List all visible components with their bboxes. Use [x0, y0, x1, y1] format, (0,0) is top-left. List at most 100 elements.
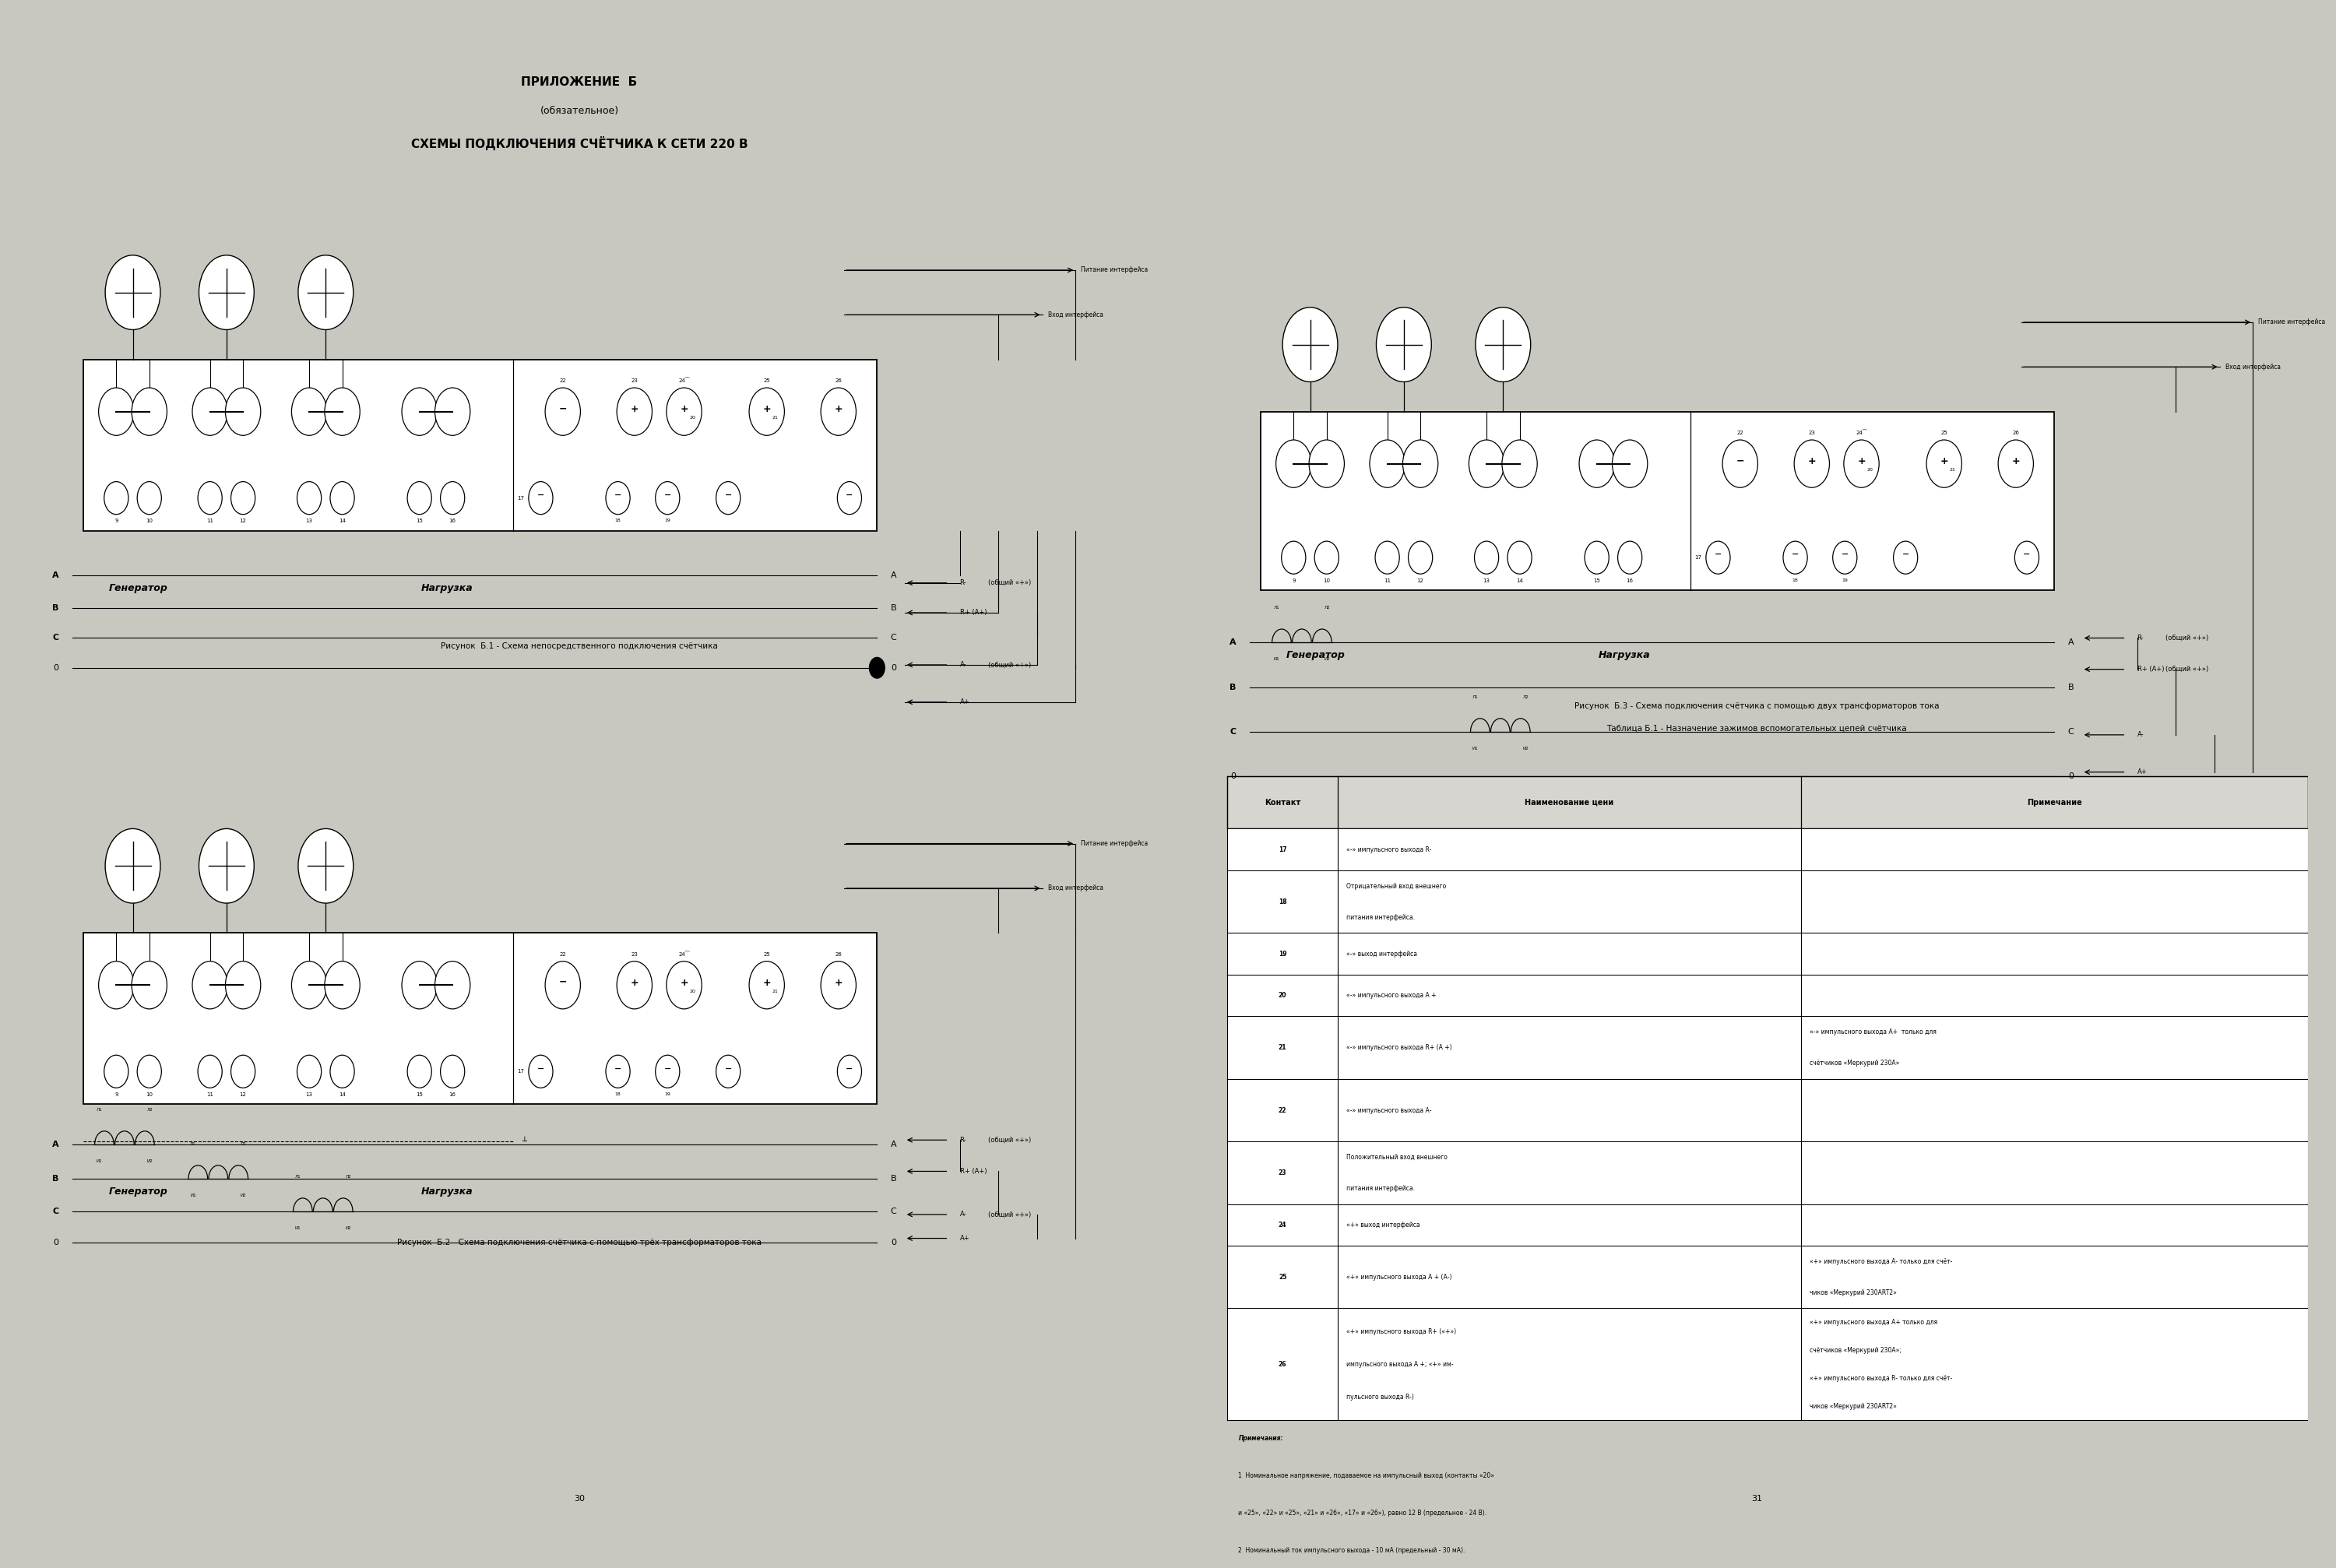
Text: R-: R- [2137, 635, 2144, 641]
Circle shape [1282, 541, 1306, 574]
Text: +: + [631, 405, 638, 414]
Circle shape [1782, 541, 1808, 574]
Text: A: A [51, 572, 58, 579]
Text: ПРИЛОЖЕНИЕ  Б: ПРИЛОЖЕНИЕ Б [521, 77, 638, 88]
Text: 0: 0 [54, 663, 58, 671]
Text: Л1: Л1 [1273, 605, 1280, 610]
Circle shape [105, 481, 128, 514]
Circle shape [299, 828, 353, 903]
Text: C: C [51, 633, 58, 641]
Text: −: − [558, 403, 568, 414]
Text: 24: 24 [1278, 1221, 1287, 1228]
Circle shape [224, 961, 262, 1008]
Text: 19: 19 [1841, 579, 1848, 582]
Text: A: A [890, 1140, 897, 1148]
Circle shape [605, 1055, 631, 1088]
Text: «+» импульсного выхода А- только для счёт-: «+» импульсного выхода А- только для счё… [1810, 1258, 1953, 1265]
Bar [1226, 1204, 2308, 1245]
Circle shape [1507, 541, 1532, 574]
Text: Вход интерфейса: Вход интерфейса [2226, 364, 2280, 370]
Circle shape [297, 481, 322, 514]
Text: 22: 22 [558, 378, 565, 383]
Circle shape [131, 387, 166, 436]
Text: 16: 16 [449, 519, 456, 524]
Text: и «25», «22» и «25», «21» и «26», «17» и «26»), равно 12 В (предельное - 24 В).: и «25», «22» и «25», «21» и «26», «17» и… [1238, 1510, 1488, 1516]
Circle shape [138, 481, 161, 514]
Circle shape [1843, 441, 1878, 488]
Text: Вход интерфейса: Вход интерфейса [1049, 312, 1103, 318]
Circle shape [199, 1055, 222, 1088]
Text: 24⁀: 24⁀ [677, 378, 689, 383]
Text: 13: 13 [306, 519, 313, 524]
Text: Л2: Л2 [346, 1174, 350, 1179]
Text: СХЕМЫ ПОДКЛЮЧЕНИЯ СЧЁТЧИКА К СЕТИ 220 В: СХЕМЫ ПОДКЛЮЧЕНИЯ СЧЁТЧИКА К СЕТИ 220 В [411, 136, 748, 151]
Text: (общий «+»): (общий «+») [988, 1210, 1030, 1218]
Text: И2: И2 [1325, 657, 1329, 662]
Text: 12: 12 [1418, 579, 1425, 583]
Text: 19: 19 [663, 1093, 670, 1096]
Text: 14: 14 [1516, 579, 1523, 583]
Circle shape [1308, 441, 1343, 488]
Text: Нагрузка: Нагрузка [420, 583, 472, 593]
Text: −: − [663, 1065, 670, 1073]
Text: 26: 26 [834, 952, 841, 956]
Text: +: + [1808, 456, 1815, 467]
Text: 18: 18 [614, 1093, 621, 1096]
Text: И2: И2 [241, 1193, 245, 1198]
Circle shape [656, 1055, 680, 1088]
Text: 15: 15 [1593, 579, 1600, 583]
Circle shape [1894, 541, 1918, 574]
Circle shape [666, 387, 701, 436]
Text: +: + [762, 405, 771, 414]
Bar [1226, 1308, 2308, 1421]
Text: 0: 0 [890, 1239, 897, 1247]
Text: 17: 17 [1694, 555, 1701, 560]
Text: −: − [663, 491, 670, 499]
Text: 9: 9 [114, 1093, 119, 1098]
Text: 26: 26 [1278, 1361, 1287, 1367]
Text: 21: 21 [773, 416, 778, 420]
Text: 22: 22 [1736, 431, 1743, 436]
Text: R+ (A+): R+ (A+) [960, 1168, 986, 1174]
Circle shape [442, 1055, 465, 1088]
Circle shape [105, 1055, 128, 1088]
Text: 12: 12 [241, 1093, 248, 1098]
Text: 19: 19 [663, 519, 670, 522]
Circle shape [1612, 441, 1647, 488]
Circle shape [299, 256, 353, 329]
Text: R-: R- [960, 580, 967, 586]
Text: 22: 22 [1278, 1107, 1287, 1113]
Text: A-: A- [960, 1210, 967, 1218]
Text: 20: 20 [689, 989, 696, 994]
Circle shape [1376, 307, 1432, 383]
Text: −: − [2023, 550, 2030, 558]
Text: (общий «+»): (общий «+») [2165, 666, 2208, 673]
Circle shape [617, 961, 652, 1008]
Text: Наименование цени: Наименование цени [1525, 798, 1614, 806]
Text: +: + [1857, 456, 1866, 467]
Text: Нагрузка: Нагрузка [1598, 651, 1649, 660]
Text: Таблица Б.1 - Назначение зажимов вспомогательных цепей счётчика: Таблица Б.1 - Назначение зажимов вспомог… [1607, 724, 1906, 732]
Circle shape [1794, 441, 1829, 488]
Text: 17: 17 [516, 1069, 523, 1074]
Circle shape [717, 1055, 741, 1088]
Text: Нагрузка: Нагрузка [420, 1185, 472, 1196]
Circle shape [656, 481, 680, 514]
Text: 26: 26 [2011, 431, 2018, 436]
Text: C: C [890, 1207, 897, 1215]
Text: +: + [680, 978, 689, 988]
Text: Питание интерфейса: Питание интерфейса [1082, 267, 1149, 273]
Circle shape [1275, 441, 1310, 488]
Text: A+: A+ [960, 1236, 969, 1242]
Circle shape [1705, 541, 1731, 574]
Text: Примечание: Примечание [2028, 798, 2081, 806]
Text: −: − [846, 1065, 853, 1073]
Text: 20: 20 [1278, 993, 1287, 999]
Circle shape [544, 961, 579, 1008]
Text: 30: 30 [575, 1496, 584, 1502]
Text: 13: 13 [1483, 579, 1490, 583]
Text: +: + [1939, 456, 1948, 467]
Circle shape [1402, 441, 1439, 488]
Text: 16: 16 [1626, 579, 1633, 583]
Text: пульсного выхода R-): пульсного выхода R-) [1346, 1394, 1413, 1400]
